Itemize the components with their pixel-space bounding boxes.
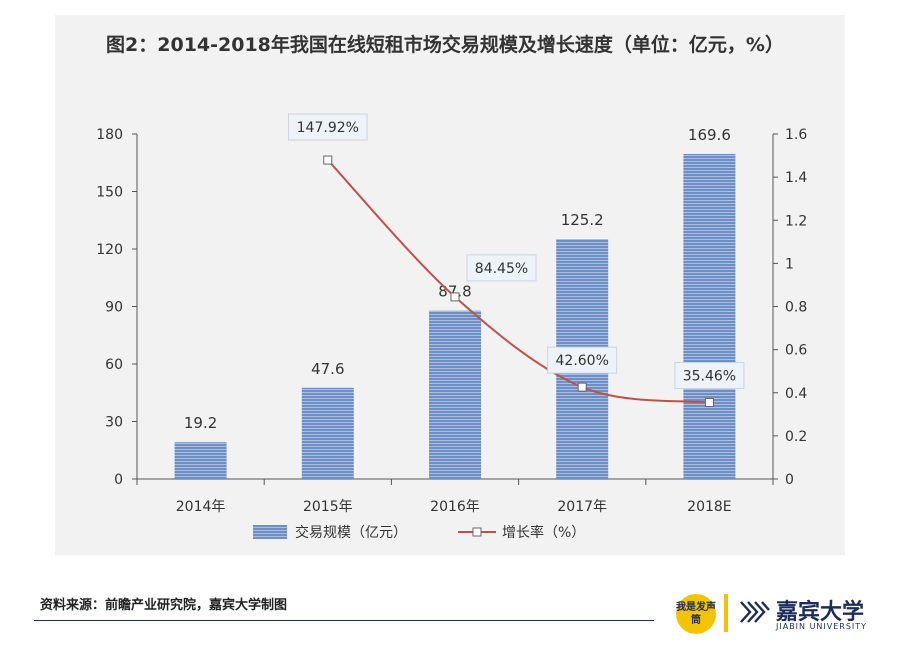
line-label-box	[547, 346, 618, 374]
x-tick-label: 2014年	[176, 499, 226, 515]
growth-rate-line	[327, 159, 710, 404]
legend-bar-swatch	[253, 525, 287, 539]
bar-value-label: 87.8	[438, 283, 471, 301]
footer-divider	[34, 620, 654, 621]
x-tick-label: 2017年	[557, 499, 607, 515]
y-left-tick-label: 60	[105, 357, 123, 373]
y-right-tick-label: 0.2	[785, 429, 807, 445]
y-right-tick-label: 1	[785, 256, 794, 272]
legend-line-marker	[472, 527, 482, 537]
x-tick-label: 2015年	[303, 499, 353, 515]
line-label-box	[288, 113, 368, 141]
legend-line-label: 增长率（%）	[502, 524, 585, 541]
bar	[174, 442, 227, 479]
y-right-tick-label: 0	[785, 472, 794, 488]
y-left-tick-label: 0	[114, 472, 123, 488]
line-point	[577, 382, 587, 392]
y-right-tick-label: 0.4	[785, 386, 807, 402]
badge-logo: 我是发声筒	[676, 594, 716, 634]
y-right-tick-label: 1.2	[785, 213, 807, 229]
chart-legend: 交易规模（亿元） 增长率（%）	[253, 524, 585, 541]
y-left-tick-label: 150	[96, 185, 123, 201]
chart-axes: 0 30 60 90 120 150 180 0 0.2 0.4 0.6 0.8 1 1.2 1.4 1.6 2…	[96, 127, 807, 515]
bar	[301, 387, 354, 479]
bar-series: 19.2 47.6 87.8 125.2 169.6	[174, 126, 736, 479]
university-logo-icon	[740, 601, 770, 623]
line-value-label: 35.46%	[683, 369, 736, 385]
y-left-tick-label: 90	[105, 300, 123, 316]
x-tick-label: 2016年	[430, 499, 480, 515]
line-label-box	[466, 254, 537, 282]
bar-value-label: 19.2	[184, 414, 217, 432]
logo-separator	[724, 594, 728, 632]
line-series: 147.92% 84.45% 42.60% 35.46%	[288, 113, 745, 408]
line-value-label: 147.92%	[297, 120, 359, 136]
y-left-tick-label: 180	[96, 127, 123, 143]
line-point	[323, 155, 333, 165]
brand-name-cn: 嘉宾大学	[776, 600, 865, 625]
source-note: 资料来源：前瞻产业研究院，嘉宾大学制图	[40, 598, 288, 613]
y-right-tick-label: 0.6	[785, 343, 807, 359]
x-tick-label: 2018E	[687, 499, 731, 515]
line-label-box	[674, 362, 745, 390]
line-point	[450, 292, 460, 302]
y-left-tick-label: 120	[96, 242, 123, 258]
y-left-tick-label: 30	[105, 415, 123, 431]
brand-name-en: JIABIN UNIVERSITY	[776, 622, 868, 631]
line-point	[704, 398, 714, 408]
y-right-tick-label: 1.4	[785, 170, 807, 186]
line-value-label: 84.45%	[475, 261, 528, 277]
bar-value-label: 169.6	[688, 126, 731, 144]
chart-title: 图2：2014-2018年我国在线短租市场交易规模及增长速度（单位：亿元，%）	[106, 34, 784, 56]
line-value-label: 42.60%	[556, 353, 609, 369]
bar-value-label: 125.2	[561, 211, 604, 229]
legend-bar-label: 交易规模（亿元）	[295, 524, 407, 541]
y-right-tick-label: 0.8	[785, 300, 807, 316]
bar	[683, 153, 736, 479]
bar	[429, 310, 481, 479]
y-right-tick-label: 1.6	[785, 127, 807, 143]
bar-value-label: 47.6	[311, 360, 344, 378]
